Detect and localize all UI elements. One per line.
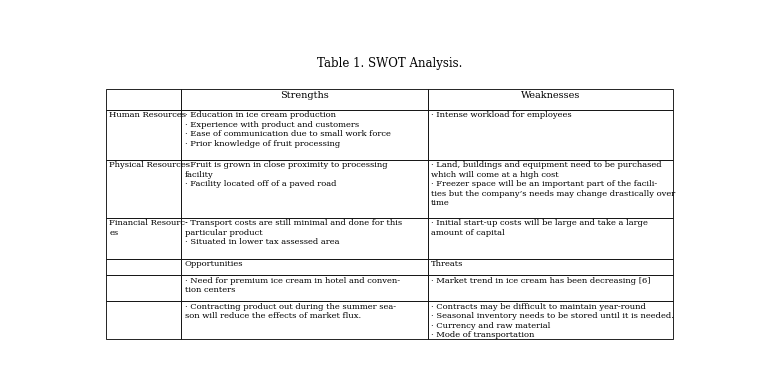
Bar: [181, 259, 428, 275]
Bar: [106, 218, 181, 259]
Bar: [181, 159, 428, 218]
Bar: [428, 259, 673, 275]
Bar: [181, 275, 428, 301]
Text: · Fruit is grown in close proximity to processing
facility
· Facility located of: · Fruit is grown in close proximity to p…: [185, 161, 388, 188]
Text: Human Resources: Human Resources: [109, 112, 186, 119]
Text: Physical Resources: Physical Resources: [109, 161, 190, 169]
Text: Financial Resourc-
es: Financial Resourc- es: [109, 219, 188, 237]
Bar: [181, 90, 428, 110]
Text: Threats: Threats: [431, 260, 464, 268]
Bar: [106, 159, 181, 218]
Bar: [181, 218, 428, 259]
Bar: [106, 90, 181, 110]
Text: · Contracting product out during the summer sea-
son will reduce the effects of : · Contracting product out during the sum…: [185, 303, 396, 320]
Bar: [428, 275, 673, 301]
Bar: [428, 218, 673, 259]
Bar: [181, 110, 428, 159]
Bar: [181, 301, 428, 339]
Text: · Transport costs are still minimal and done for this
particular product
· Situa: · Transport costs are still minimal and …: [185, 219, 402, 246]
Text: · Need for premium ice cream in hotel and conven-
tion centers: · Need for premium ice cream in hotel an…: [185, 277, 400, 294]
Text: · Initial start-up costs will be large and take a large
amount of capital: · Initial start-up costs will be large a…: [431, 219, 648, 237]
Text: · Contracts may be difficult to maintain year-round
· Seasonal inventory needs t: · Contracts may be difficult to maintain…: [431, 303, 674, 339]
Bar: [428, 159, 673, 218]
Bar: [106, 110, 181, 159]
Text: · Market trend in ice cream has been decreasing [6]: · Market trend in ice cream has been dec…: [431, 277, 651, 284]
Bar: [106, 301, 181, 339]
Text: Opportunities: Opportunities: [185, 260, 243, 268]
Bar: [428, 90, 673, 110]
Text: · Intense workload for employees: · Intense workload for employees: [431, 112, 572, 119]
Text: Weaknesses: Weaknesses: [521, 91, 580, 100]
Bar: [428, 301, 673, 339]
Text: · Land, buildings and equipment need to be purchased
which will come at a high c: · Land, buildings and equipment need to …: [431, 161, 676, 207]
Bar: [428, 110, 673, 159]
Bar: [106, 259, 181, 275]
Bar: [106, 275, 181, 301]
Text: Strengths: Strengths: [280, 91, 329, 100]
Text: Table 1. SWOT Analysis.: Table 1. SWOT Analysis.: [317, 57, 462, 70]
Text: · Education in ice cream production
· Experience with product and customers
· Ea: · Education in ice cream production · Ex…: [185, 112, 391, 148]
